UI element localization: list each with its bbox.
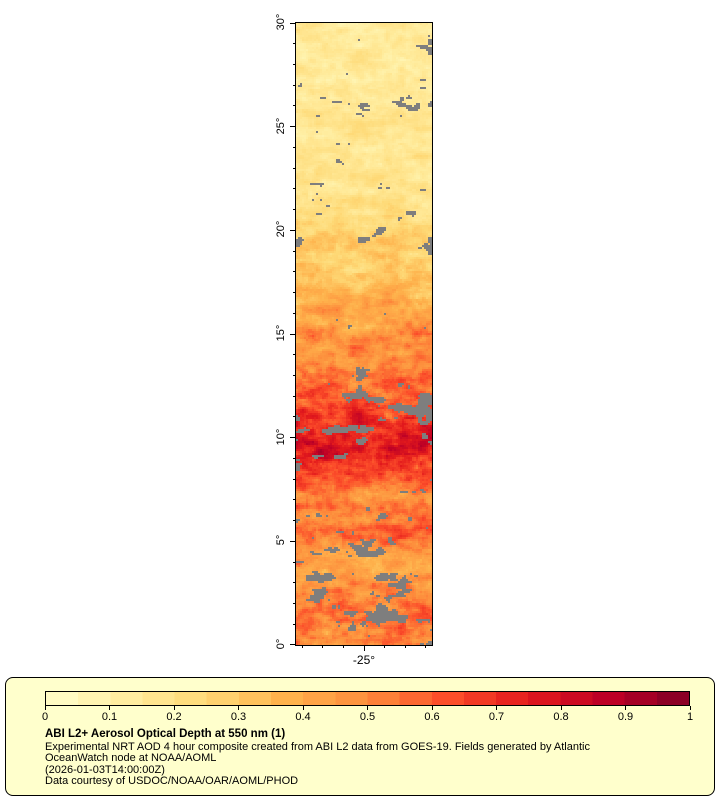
legend-description-line1: Experimental NRT AOD 4 hour composite cr… [45,740,590,753]
colorbar-tick-label: 0.1 [101,711,118,723]
longitude-minor-tick [322,645,324,648]
colorbar-tick-label: 0.5 [359,711,376,723]
longitude-minor-tick [384,645,386,648]
colorbar-tick-label: 0.7 [488,711,505,723]
longitude-minor-tick [404,645,406,648]
colorbar-tick [302,706,304,710]
legend-box: 0 0.1 0.2 0.3 0.4 0.5 0.6 0.7 0.8 0.9 1 ABI L2+ Ae… [5,677,715,796]
colorbar-tick [238,706,239,710]
colorbar-tick-label: 0.3 [230,711,247,723]
longitude-minor-tick [301,645,303,648]
aod-map-canvas [296,23,432,645]
legend-text: ABI L2+ Aerosol Optical Depth at 550 nm … [45,728,702,788]
colorbar-tick [560,706,562,710]
colorbar [45,691,690,706]
latitude-tick-label: 25° [275,117,287,134]
colorbar-tick [496,706,497,710]
latitude-tick-label: 20° [275,221,287,238]
latitude-tick-label: 0° [275,638,287,650]
legend-courtesy: Data courtesy of USDOC/NOAA/OAR/AOML/PHO… [45,775,299,787]
colorbar-tick [44,706,46,710]
colorbar-gradient [46,692,689,705]
colorbar-tick-label: 0.2 [166,711,182,723]
aod-map-plot: 0° 5° 10° 15° 20° 25° 30° -25° [275,14,433,667]
colorbar-tick-label: 0.6 [424,711,440,723]
longitude-minor-tick [425,645,427,648]
colorbar-tick [173,706,175,710]
colorbar-tick [625,706,626,710]
latitude-tick-label: 5° [275,535,287,546]
legend-description-line2: OceanWatch node at NOAA/AOML [45,752,217,764]
longitude-major-tick [363,645,365,651]
colorbar-tick-label: 0.8 [553,711,569,723]
legend-timestamp: (2026-01-03T14:00:00Z) [45,763,165,776]
longitude-tick-label: -25° [352,653,376,667]
colorbar-tick-label: 1 [686,711,694,723]
colorbar-tick [689,706,691,710]
colorbar-tick-label: 0.9 [617,711,634,723]
colorbar-tick [431,706,433,710]
legend-title: ABI L2+ Aerosol Optical Depth at 550 nm … [45,728,286,740]
longitude-minor-tick [342,645,344,648]
colorbar-tick [109,706,110,710]
latitude-tick-label: 10° [275,428,287,445]
colorbar-tick-label: 0 [41,711,49,723]
colorbar-tick [367,706,368,710]
latitude-tick-label: 15° [275,324,287,342]
colorbar-tick-label: 0.4 [295,711,311,723]
latitude-tick-label: 30° [275,13,287,31]
